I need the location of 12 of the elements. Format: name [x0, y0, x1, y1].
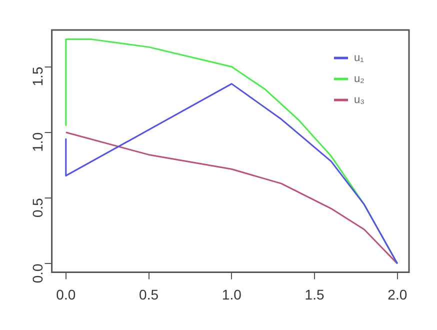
x-tick-label: 1.0: [222, 286, 242, 302]
y-tick-label: 1.5: [30, 66, 46, 86]
legend-label: u₁: [354, 52, 364, 64]
legend-label: u₃: [354, 94, 365, 106]
y-tick-label: 0.5: [30, 198, 46, 218]
y-tick-label: 1.0: [30, 132, 46, 152]
legend-label: u₂: [354, 73, 364, 86]
x-tick-label: 1.5: [304, 286, 324, 302]
x-tick-label: 0.0: [56, 286, 76, 302]
x-tick-label: 0.5: [139, 286, 159, 302]
x-tick-label: 2.0: [388, 286, 408, 302]
y-tick-label: 0.0: [30, 263, 46, 284]
